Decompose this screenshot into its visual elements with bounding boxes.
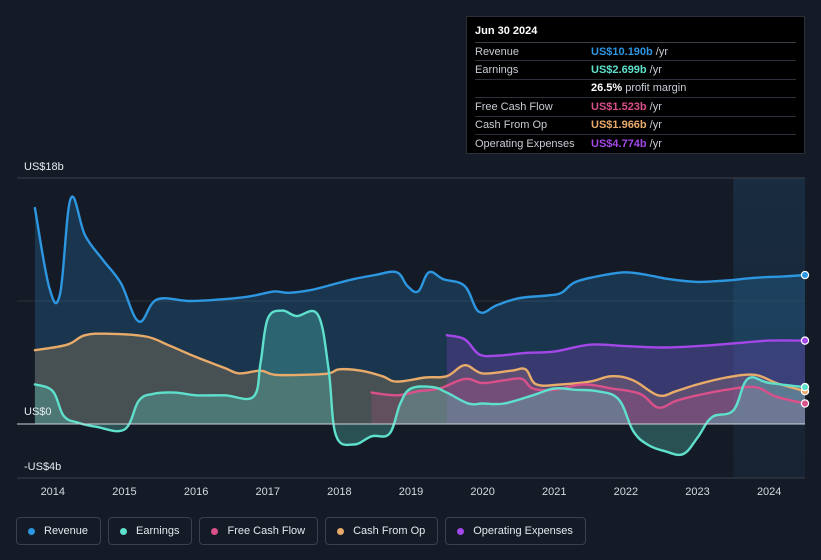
line-revenue: [33, 195, 807, 323]
tooltip-label: Revenue: [475, 45, 520, 58]
x-tick-label: 2015: [112, 486, 136, 498]
x-axis-ticks: 2014 2015 2016 2017 2018 2019 2020 2021 2022 2023…: [41, 486, 782, 498]
line-operating-expenses: [445, 334, 807, 358]
data-tooltip: Jun 30 2024 Revenue US$10.190b /yr Earni…: [466, 16, 805, 154]
tooltip-unit: /yr: [649, 64, 662, 77]
legend-label: Cash From Op: [353, 525, 426, 537]
legend-item-free-cash-flow[interactable]: Free Cash Flow: [199, 517, 319, 545]
x-tick-label: 2016: [184, 486, 208, 498]
legend-label: Earnings: [136, 525, 180, 537]
legend-dot-icon: [211, 527, 219, 535]
line-earnings: [33, 309, 807, 457]
y-axis-bottom-label: -US$4b: [24, 461, 61, 473]
x-tick-label: 2022: [614, 486, 638, 498]
tooltip-label: Cash From Op: [475, 119, 548, 132]
legend-label: Free Cash Flow: [227, 525, 306, 537]
area-revenue: [34, 196, 805, 424]
tooltip-label: Earnings: [475, 64, 519, 77]
series-areas: [34, 196, 805, 455]
x-tick-label: 2020: [470, 486, 494, 498]
tooltip-value: US$4.774b: [591, 137, 647, 150]
tooltip-date: Jun 30 2024: [475, 25, 796, 43]
tooltip-unit: /yr: [655, 45, 668, 58]
legend-label: Operating Expenses: [473, 525, 573, 537]
tooltip-row-profit-margin: 26.5% profit margin: [475, 80, 796, 99]
legend-item-operating-expenses[interactable]: Operating Expenses: [445, 517, 586, 545]
area-free-cash-flow: [371, 378, 805, 424]
legend-dot-icon: [120, 527, 128, 535]
tooltip-value: US$1.523b: [591, 100, 647, 113]
legend-item-earnings[interactable]: Earnings: [108, 517, 193, 545]
x-tick-label: 2019: [399, 486, 423, 498]
legend-item-revenue[interactable]: Revenue: [16, 517, 102, 545]
x-tick-label: 2014: [41, 486, 65, 498]
tooltip-rows: Revenue US$10.190b /yr Earnings US$2.699…: [475, 43, 796, 152]
area-earnings: [34, 310, 805, 455]
legend-label: Revenue: [44, 525, 89, 537]
y-axis-zero-label: US$0: [24, 406, 52, 418]
current-period-highlight: [733, 178, 805, 478]
x-tick-label: 2018: [327, 486, 351, 498]
tooltip-label: Free Cash Flow: [475, 100, 553, 113]
tooltip-unit: /yr: [649, 137, 662, 150]
legend-dot-icon: [457, 527, 465, 535]
tooltip-row-operating-expenses: Operating Expenses US$4.774b /yr: [475, 135, 796, 152]
end-marker-earnings: [800, 382, 810, 392]
legend-item-cash-from-op[interactable]: Cash From Op: [325, 517, 439, 545]
x-tick-label: 2017: [255, 486, 279, 498]
tooltip-value: US$2.699b: [591, 64, 647, 77]
tooltip-unit: /yr: [649, 100, 662, 113]
end-marker-free-cash-flow: [800, 399, 810, 408]
tooltip-row-earnings: Earnings US$2.699b /yr: [475, 61, 796, 80]
x-tick-label: 2023: [685, 486, 709, 498]
tooltip-value: US$1.966b: [591, 119, 647, 132]
tooltip-row-cash-from-op: Cash From Op US$1.966b /yr: [475, 117, 796, 135]
x-tick-label: 2024: [757, 486, 781, 498]
series-lines: [33, 195, 807, 457]
series-end-markers: [800, 270, 810, 408]
tooltip-value: 26.5%: [591, 82, 623, 95]
tooltip-unit: /yr: [649, 119, 662, 132]
area-operating-expenses: [446, 335, 805, 424]
line-free-cash-flow: [370, 377, 807, 409]
tooltip-row-revenue: Revenue US$10.190b /yr: [475, 43, 796, 62]
y-axis-top-label: US$18b: [24, 161, 64, 173]
tooltip-label: Operating Expenses: [475, 137, 575, 150]
line-cash-from-op: [33, 332, 807, 397]
chart-legend: Revenue Earnings Free Cash Flow Cash Fro…: [16, 517, 586, 545]
tooltip-value: US$10.190b: [591, 45, 653, 58]
tooltip-unit: profit margin: [625, 82, 687, 95]
x-tick-label: 2021: [542, 486, 566, 498]
end-marker-operating-expenses: [800, 336, 810, 345]
end-marker-revenue: [800, 270, 810, 280]
legend-dot-icon: [337, 527, 345, 535]
tooltip-row-free-cash-flow: Free Cash Flow US$1.523b /yr: [475, 98, 796, 117]
legend-dot-icon: [28, 527, 35, 535]
